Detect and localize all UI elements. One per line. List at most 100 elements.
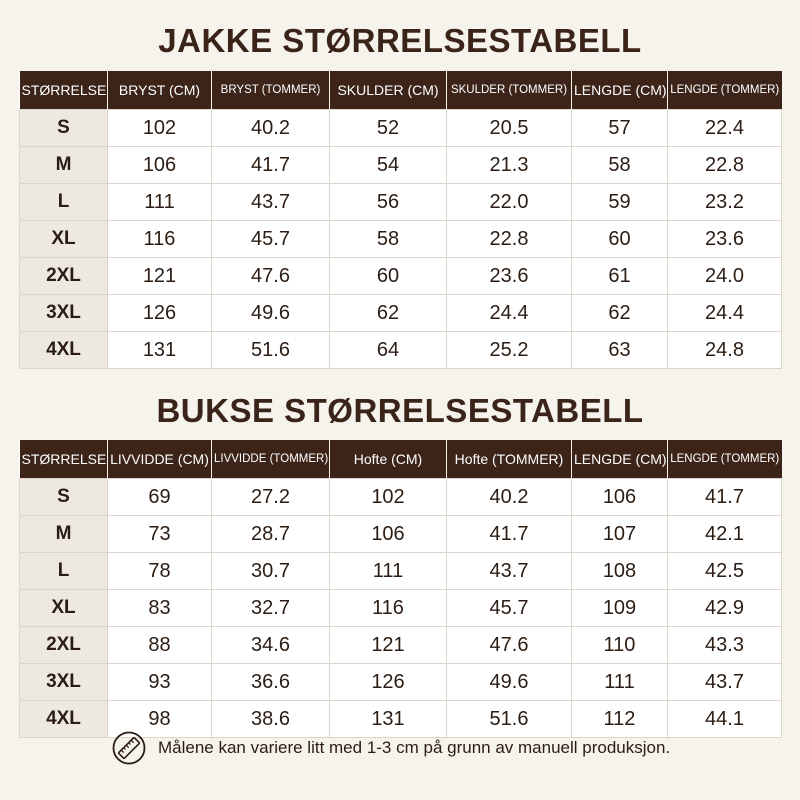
- table-cell: 23.6: [667, 220, 782, 258]
- table-cell: 102: [107, 109, 212, 147]
- table-row: XL 83 32.7 116 45.7 109 42.9: [19, 589, 782, 627]
- size-cell: L: [19, 552, 108, 590]
- table-cell: 63: [571, 331, 668, 369]
- table-cell: 51.6: [211, 331, 330, 369]
- table-cell: 25.2: [446, 331, 572, 369]
- table-cell: 23.2: [667, 183, 782, 221]
- table-cell: 73: [107, 515, 212, 553]
- table-row: 3XL 126 49.6 62 24.4 62 24.4: [19, 294, 782, 332]
- table-cell: 43.7: [446, 552, 572, 590]
- table-cell: 43.7: [667, 663, 782, 701]
- table-cell: 41.7: [446, 515, 572, 553]
- size-cell: L: [19, 183, 108, 221]
- ruler-icon: [112, 731, 146, 765]
- table-cell: 126: [107, 294, 212, 332]
- table-cell: 106: [571, 478, 668, 516]
- column-header-length-inch: LENGDE (TOMMER): [667, 440, 782, 479]
- size-cell: 3XL: [19, 663, 108, 701]
- size-cell: M: [19, 146, 108, 184]
- table-cell: 42.5: [667, 552, 782, 590]
- column-header-hip-inch: Hofte (TOMMER): [446, 440, 572, 479]
- table-cell: 28.7: [211, 515, 330, 553]
- table-cell: 61: [571, 257, 668, 295]
- table-cell: 42.1: [667, 515, 782, 553]
- size-cell: M: [19, 515, 108, 553]
- table-cell: 98: [107, 700, 212, 738]
- size-cell: S: [19, 478, 108, 516]
- table-cell: 41.7: [211, 146, 330, 184]
- table-cell: 45.7: [446, 589, 572, 627]
- table-cell: 60: [571, 220, 668, 258]
- size-cell: 2XL: [19, 626, 108, 664]
- table-cell: 49.6: [446, 663, 572, 701]
- table-cell: 109: [571, 589, 668, 627]
- table-cell: 106: [329, 515, 447, 553]
- size-cell: 4XL: [19, 331, 108, 369]
- pants-table-title: BUKSE STØRRELSESTABELL: [156, 392, 644, 429]
- table-cell: 56: [329, 183, 447, 221]
- column-header-length-cm: LENGDE (CM): [571, 71, 668, 110]
- table-row: M 106 41.7 54 21.3 58 22.8: [19, 146, 782, 184]
- table-cell: 126: [329, 663, 447, 701]
- table-cell: 112: [571, 700, 668, 738]
- table-cell: 43.3: [667, 626, 782, 664]
- table-cell: 30.7: [211, 552, 330, 590]
- table-cell: 32.7: [211, 589, 330, 627]
- table-cell: 102: [329, 478, 447, 516]
- table-cell: 116: [329, 589, 447, 627]
- size-cell: XL: [19, 589, 108, 627]
- table-cell: 106: [107, 146, 212, 184]
- table-row: S 69 27.2 102 40.2 106 41.7: [19, 478, 782, 516]
- table-row: 3XL 93 36.6 126 49.6 111 43.7: [19, 663, 782, 701]
- table-cell: 111: [107, 183, 212, 221]
- table-cell: 49.6: [211, 294, 330, 332]
- size-cell: 4XL: [19, 700, 108, 738]
- table-row: S 102 40.2 52 20.5 57 22.4: [19, 109, 782, 147]
- table-cell: 24.4: [667, 294, 782, 332]
- column-header-waist-inch: LIVVIDDE (TOMMER): [211, 440, 330, 479]
- table-cell: 88: [107, 626, 212, 664]
- table-cell: 51.6: [446, 700, 572, 738]
- table-header-row: STØRRELSE LIVVIDDE (CM) LIVVIDDE (TOMMER…: [19, 440, 782, 479]
- table-cell: 60: [329, 257, 447, 295]
- table-cell: 47.6: [446, 626, 572, 664]
- table-cell: 107: [571, 515, 668, 553]
- table-cell: 58: [571, 146, 668, 184]
- table-row: 4XL 98 38.6 131 51.6 112 44.1: [19, 700, 782, 738]
- table-cell: 62: [329, 294, 447, 332]
- column-header-length-inch: LENGDE (TOMMER): [667, 71, 782, 110]
- column-header-shoulder-cm: SKULDER (CM): [329, 71, 447, 110]
- jacket-table-title: JAKKE STØRRELSESTABELL: [158, 22, 642, 59]
- table-cell: 131: [107, 331, 212, 369]
- size-cell: 2XL: [19, 257, 108, 295]
- table-cell: 40.2: [211, 109, 330, 147]
- column-header-size: STØRRELSE: [19, 440, 108, 479]
- table-row: 2XL 88 34.6 121 47.6 110 43.3: [19, 626, 782, 664]
- column-header-waist-cm: LIVVIDDE (CM): [107, 440, 212, 479]
- table-cell: 34.6: [211, 626, 330, 664]
- column-header-size: STØRRELSE: [19, 71, 108, 110]
- footnote-text: Målene kan variere litt med 1-3 cm på gr…: [158, 738, 671, 757]
- table-cell: 62: [571, 294, 668, 332]
- column-header-chest-cm: BRYST (CM): [107, 71, 212, 110]
- table-cell: 40.2: [446, 478, 572, 516]
- table-cell: 58: [329, 220, 447, 258]
- table-cell: 110: [571, 626, 668, 664]
- table-cell: 41.7: [667, 478, 782, 516]
- table-row: L 78 30.7 111 43.7 108 42.5: [19, 552, 782, 590]
- table-cell: 59: [571, 183, 668, 221]
- table-cell: 111: [329, 552, 447, 590]
- column-header-hip-cm: Hofte (CM): [329, 440, 447, 479]
- jacket-size-table: STØRRELSE BRYST (CM) BRYST (TOMMER) SKUL…: [19, 71, 782, 369]
- table-cell: 20.5: [446, 109, 572, 147]
- table-cell: 24.4: [446, 294, 572, 332]
- table-row: 2XL 121 47.6 60 23.6 61 24.0: [19, 257, 782, 295]
- table-cell: 44.1: [667, 700, 782, 738]
- table-cell: 83: [107, 589, 212, 627]
- table-row: L 111 43.7 56 22.0 59 23.2: [19, 183, 782, 221]
- column-header-length-cm: LENGDE (CM): [571, 440, 668, 479]
- table-cell: 121: [107, 257, 212, 295]
- table-cell: 27.2: [211, 478, 330, 516]
- table-cell: 22.8: [446, 220, 572, 258]
- pants-size-table: STØRRELSE LIVVIDDE (CM) LIVVIDDE (TOMMER…: [19, 440, 782, 738]
